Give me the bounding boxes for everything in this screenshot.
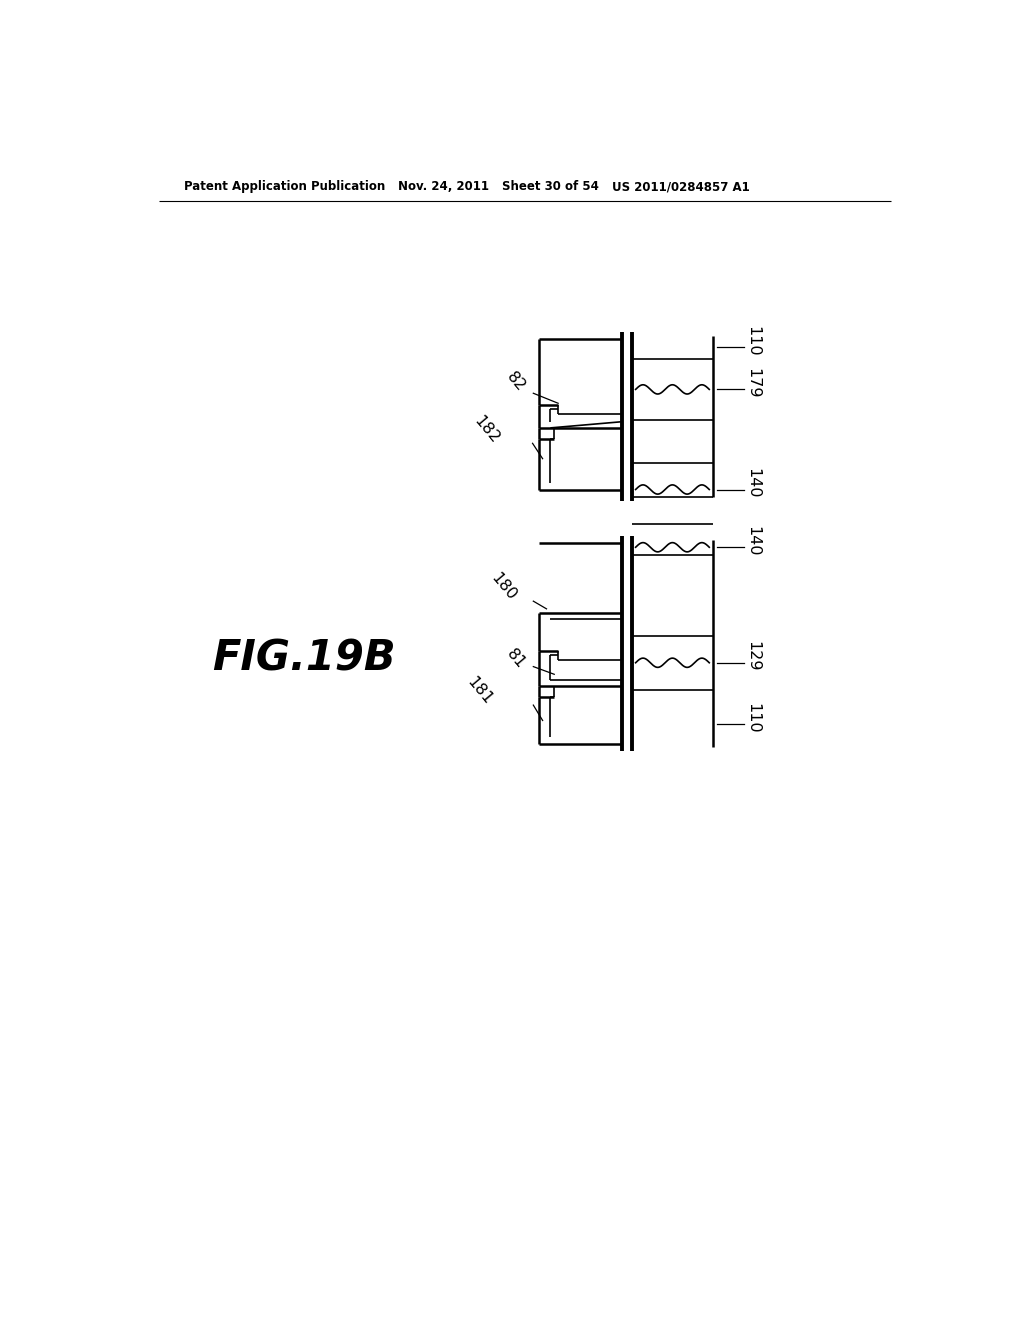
Text: 110: 110 (745, 326, 761, 356)
Text: Patent Application Publication: Patent Application Publication (183, 181, 385, 194)
Text: 182: 182 (471, 413, 502, 446)
Text: 140: 140 (745, 469, 761, 499)
Text: 129: 129 (745, 642, 761, 672)
Text: 82: 82 (504, 370, 528, 395)
Text: Nov. 24, 2011: Nov. 24, 2011 (397, 181, 488, 194)
Text: 181: 181 (464, 675, 495, 708)
Text: US 2011/0284857 A1: US 2011/0284857 A1 (612, 181, 751, 194)
Text: 81: 81 (504, 647, 528, 672)
Text: 110: 110 (745, 702, 761, 734)
Text: 140: 140 (745, 525, 761, 556)
Text: 179: 179 (745, 368, 761, 399)
Text: Sheet 30 of 54: Sheet 30 of 54 (503, 181, 599, 194)
Text: 180: 180 (488, 570, 519, 603)
Text: FIG.19B: FIG.19B (212, 638, 395, 680)
